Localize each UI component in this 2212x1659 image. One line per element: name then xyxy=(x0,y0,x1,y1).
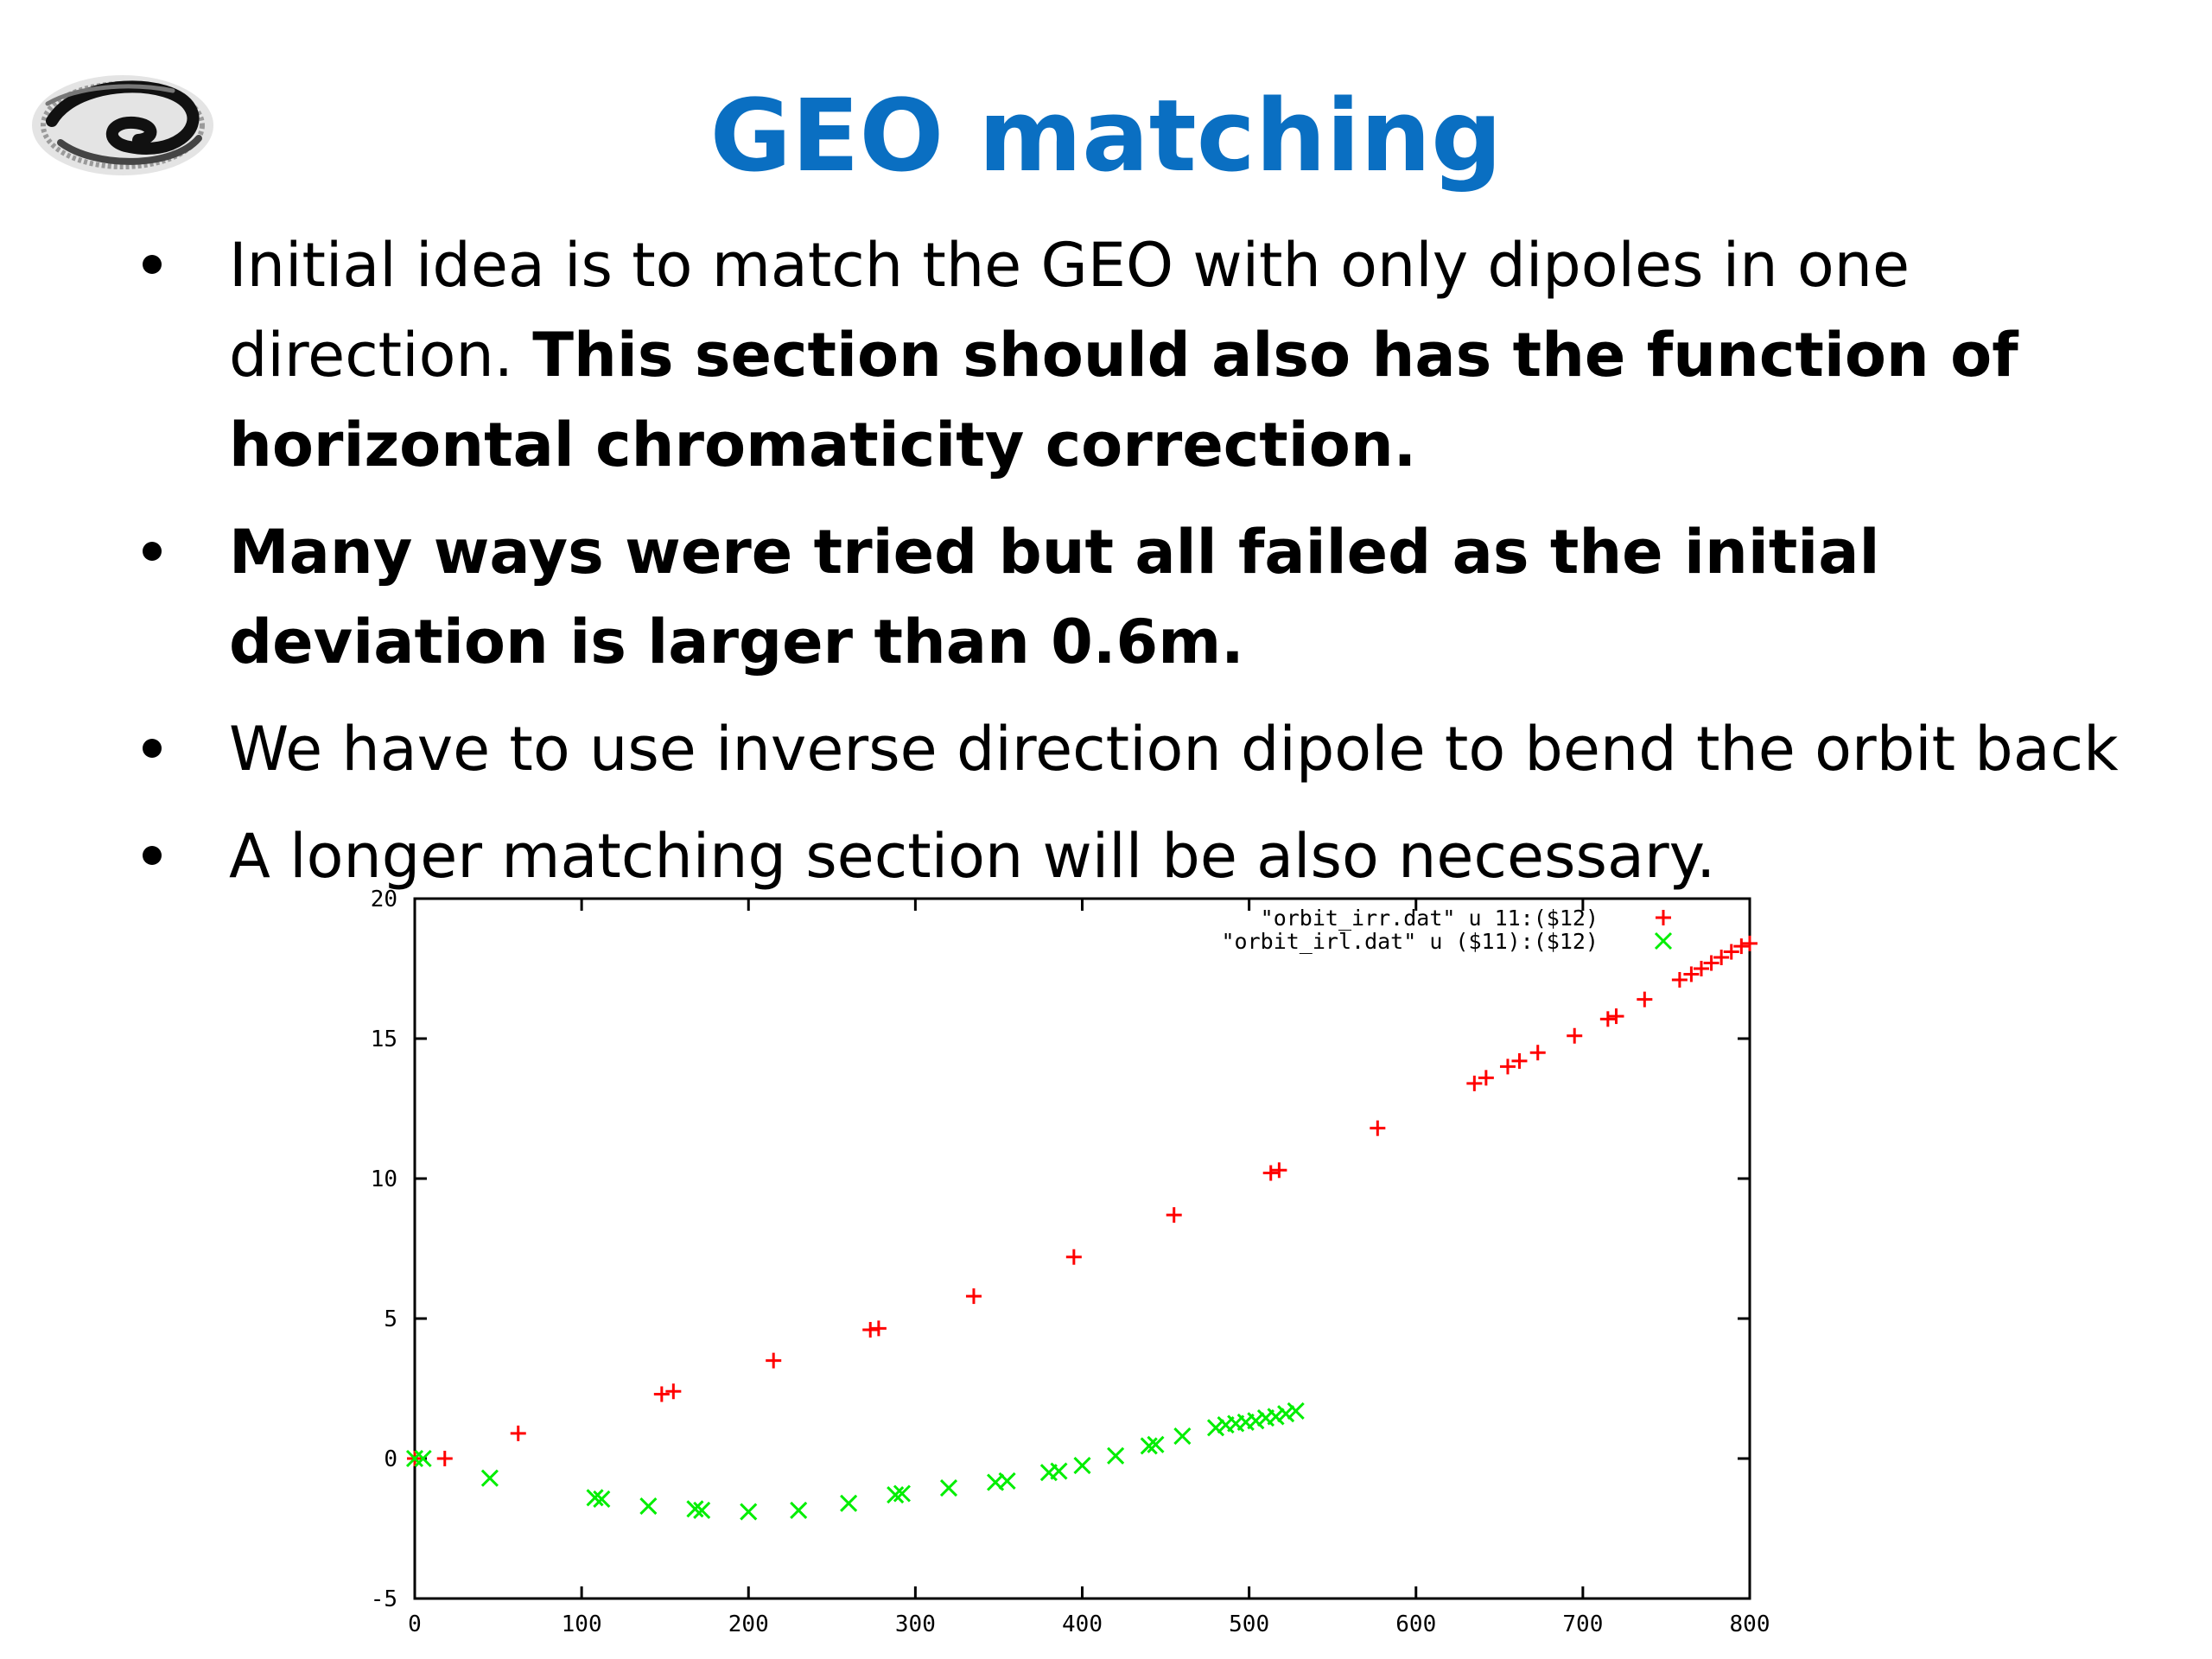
data-point xyxy=(1140,1437,1158,1455)
bullet-item: We have to use inverse direction dipole … xyxy=(0,704,2212,794)
data-point xyxy=(1287,1402,1305,1420)
orbit-scatter-chart: 0 100 200 300 400 500 600 700 800 -5 0 5 10 15 20 "orbi… xyxy=(371,887,1770,1637)
plot-frame xyxy=(413,897,1751,1600)
data-point xyxy=(1478,1070,1494,1086)
data-point xyxy=(862,1321,879,1338)
data-point xyxy=(740,1503,758,1521)
data-point xyxy=(893,1484,911,1503)
x-tick-label: 0 xyxy=(408,1611,422,1637)
data-point xyxy=(1370,1120,1386,1136)
bullet-list: Initial idea is to match the GEO with on… xyxy=(0,220,2212,918)
y-tick-label: 15 xyxy=(371,1027,397,1052)
bullet-text: Initial idea is to match the GEO with on… xyxy=(229,230,1910,391)
data-point xyxy=(1703,955,1719,971)
bullet-bold-text: This section should also has the functio… xyxy=(229,320,2018,480)
bullet-item: A longer matching section will be also n… xyxy=(0,811,2212,901)
y-tick-label: 20 xyxy=(371,887,397,912)
data-point xyxy=(693,1501,711,1520)
x-tick-label: 800 xyxy=(1730,1611,1770,1637)
data-point xyxy=(480,1469,499,1487)
data-point xyxy=(1693,961,1709,976)
bullet-marker xyxy=(143,255,162,274)
data-point xyxy=(1637,991,1653,1007)
data-point xyxy=(1723,944,1739,960)
data-point xyxy=(1567,1027,1583,1044)
y-tick-label: 10 xyxy=(371,1166,397,1192)
legend-label: "orbit_irr.dat" u 11:($12) xyxy=(1261,906,1599,931)
data-point xyxy=(790,1501,808,1520)
data-point xyxy=(510,1425,526,1441)
bullet-item: Initial idea is to match the GEO with on… xyxy=(0,220,2212,490)
data-point xyxy=(1511,1052,1528,1069)
data-point xyxy=(939,1478,958,1497)
data-point xyxy=(1608,1008,1624,1025)
data-point xyxy=(1166,1207,1182,1224)
data-point xyxy=(766,1352,782,1369)
data-point xyxy=(1050,1462,1068,1480)
data-point xyxy=(414,1449,432,1468)
bullet-marker xyxy=(143,542,162,561)
bullet-bold-text: Many ways were tried but all failed as t… xyxy=(229,517,1880,677)
bullet-item: Many ways were tried but all failed as t… xyxy=(0,507,2212,687)
data-point xyxy=(1107,1446,1125,1465)
data-point xyxy=(1499,1058,1516,1075)
data-point xyxy=(686,1500,704,1518)
data-point xyxy=(998,1471,1016,1490)
data-point xyxy=(436,1451,453,1466)
data-point xyxy=(1466,1075,1483,1091)
data-point xyxy=(1247,1412,1265,1430)
data-point xyxy=(639,1497,658,1516)
x-tick-label: 400 xyxy=(1062,1611,1103,1637)
slide-title: GEO matching xyxy=(709,79,1503,194)
data-point xyxy=(1262,1165,1279,1181)
data-point xyxy=(1147,1435,1165,1453)
bullet-marker xyxy=(143,739,162,758)
data-point xyxy=(1173,1427,1192,1446)
data-point xyxy=(1271,1162,1287,1179)
data-point xyxy=(586,1489,604,1507)
data-point xyxy=(593,1490,611,1509)
legend-marker xyxy=(1656,910,1671,925)
legend-marker xyxy=(1654,931,1673,950)
data-point xyxy=(965,1288,982,1305)
data-point xyxy=(405,1449,424,1468)
y-tick-label: -5 xyxy=(371,1586,397,1612)
data-point xyxy=(1277,1405,1295,1423)
data-point xyxy=(665,1383,682,1400)
legend-label: "orbit_irl.dat" u ($11):($12) xyxy=(1222,929,1599,954)
data-point xyxy=(653,1386,670,1402)
institute-logo xyxy=(32,75,213,175)
bullet-text: We have to use inverse direction dipole … xyxy=(229,714,2119,785)
data-point xyxy=(1529,1045,1546,1061)
data-point xyxy=(1683,966,1700,982)
x-tick-label: 600 xyxy=(1395,1611,1436,1637)
x-tick-label: 500 xyxy=(1229,1611,1269,1637)
data-point xyxy=(1713,950,1730,966)
x-tick-label: 300 xyxy=(895,1611,936,1637)
x-tick-label: 200 xyxy=(728,1611,769,1637)
bullet-marker xyxy=(143,846,162,865)
data-point xyxy=(1671,971,1688,988)
data-point xyxy=(1206,1419,1225,1437)
data-point xyxy=(887,1486,905,1504)
data-point xyxy=(1065,1249,1082,1265)
data-point xyxy=(870,1320,887,1337)
y-tick-label: 0 xyxy=(384,1446,397,1472)
x-tick-label: 100 xyxy=(562,1611,602,1637)
data-point xyxy=(840,1494,858,1512)
bullet-text: A longer matching section will be also n… xyxy=(229,821,1716,892)
data-point xyxy=(1733,938,1750,955)
data-point xyxy=(1073,1457,1091,1475)
y-tick-label: 5 xyxy=(384,1306,397,1332)
x-tick-label: 700 xyxy=(1562,1611,1603,1637)
data-point xyxy=(1742,935,1758,951)
data-point xyxy=(1267,1408,1285,1426)
data-point xyxy=(1599,1011,1616,1027)
